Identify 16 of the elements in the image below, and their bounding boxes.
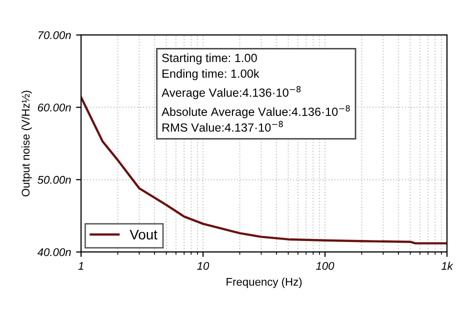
- x-tick-label: 100: [316, 262, 334, 270]
- x-tick-label: 10: [197, 262, 210, 270]
- y-tick-label: 60.00n: [38, 104, 71, 112]
- annotation: Absolute Average Value:4.136·10$^{−8}$: [162, 105, 350, 118]
- x-tick-label: 1k: [441, 262, 454, 270]
- x-axis-title: Frequency (Hz): [226, 278, 302, 288]
- legend-label: Vout: [130, 230, 158, 240]
- y-tick-label: 40.00n: [37, 248, 71, 256]
- annotation: Starting time: 1.00: [162, 53, 257, 64]
- y-axis-title: Output noise (V/Hz½): [21, 90, 32, 196]
- y-tick-label: 50.00n: [38, 176, 71, 184]
- annotation: Ending time: 1.00k: [162, 69, 260, 80]
- annotation: Average Value:4.136·10$^{−8}$: [162, 86, 301, 100]
- annotation: RMS Value:4.137·10$^{−8}$: [162, 120, 283, 132]
- x-tick-label: 1: [78, 262, 84, 270]
- y-tick-label: 70.00n: [38, 31, 71, 40]
